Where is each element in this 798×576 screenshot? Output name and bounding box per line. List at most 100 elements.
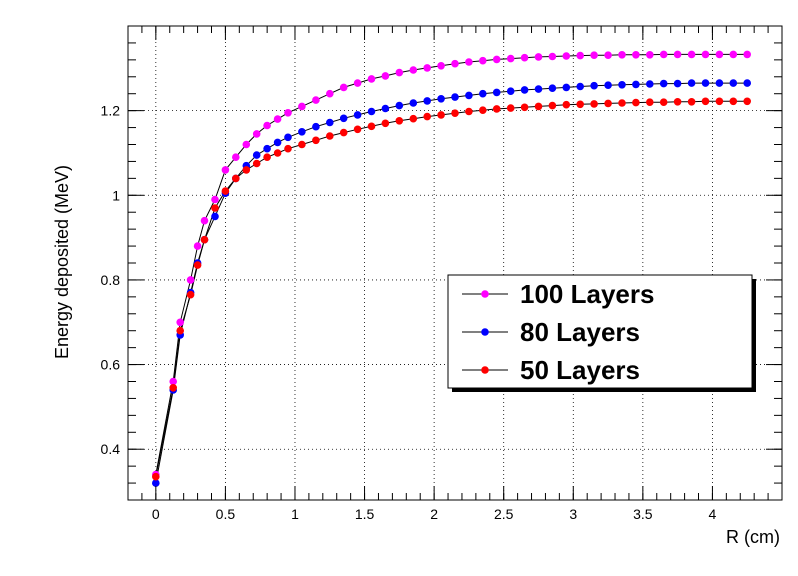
data-point [562,100,571,109]
data-point [367,75,376,83]
data-point [618,51,626,59]
data-point [273,149,282,157]
y-tick-label: 1 [112,187,120,203]
y-axis-ticks: 0.4 0.6 0.8 1 1.2 [101,25,782,501]
data-point [576,51,584,60]
data-point [534,85,543,93]
data-point [576,82,584,91]
data-point [465,58,473,66]
data-point [492,88,501,97]
data-point [367,122,376,131]
data-point [562,52,571,60]
data-point [659,79,668,88]
data-point [252,151,261,159]
data-point [632,80,640,89]
data-point [367,107,376,116]
data-point [353,79,362,87]
x-tick-label: 4 [709,506,717,522]
data-point [520,103,529,112]
data-point [312,96,320,104]
data-point [252,159,261,168]
data-point [200,235,209,244]
data-point [534,102,543,111]
data-point [273,138,282,147]
legend-marker [481,328,489,336]
data-point [618,99,626,107]
data-point [590,51,598,59]
y-tick-label: 0.8 [101,272,121,288]
data-point [221,166,230,174]
data-point [211,204,219,212]
data-point [451,59,459,68]
data-point [492,105,501,113]
x-tick-label: 0.5 [216,506,236,522]
data-point [465,91,473,100]
data-point [729,79,738,87]
data-point [715,79,724,87]
data-point [687,98,696,106]
x-tick-label: 1.5 [355,506,375,522]
data-point [562,83,571,92]
data-point [506,54,515,63]
y-tick-label: 0.4 [101,441,121,457]
data-point [221,187,230,195]
data-point [193,261,202,269]
data-point [701,50,710,59]
data-point [590,100,598,108]
y-tick-label: 0.6 [101,357,121,373]
data-point [687,79,696,87]
data-point [353,111,362,119]
data-point [252,130,261,138]
data-point [298,128,306,136]
data-point [437,111,445,119]
data-point [590,81,598,90]
data-point [576,100,584,109]
data-point [715,50,724,59]
data-point [284,109,292,117]
data-point [604,99,612,108]
y-axis-label: Energy deposited (MeV) [52,165,72,359]
data-point [263,121,271,130]
data-point [548,101,557,110]
data-point [687,50,696,59]
data-point [395,68,404,77]
data-point [395,101,404,110]
data-point [479,89,487,98]
data-point [548,52,557,61]
data-point [451,109,459,117]
data-point [409,114,418,123]
data-point [211,195,219,204]
data-point [492,55,501,64]
data-point [186,276,195,284]
x-tick-label: 3 [569,506,577,522]
data-point [193,242,202,250]
data-point [534,53,543,61]
data-point [339,83,348,92]
data-point [232,174,240,183]
data-point [479,56,487,65]
data-point [353,125,362,134]
data-point [743,50,751,59]
data-point [242,166,251,174]
data-point [729,97,738,106]
data-point [326,132,334,140]
data-point [395,117,404,125]
data-point [479,106,487,114]
data-point [632,98,640,107]
data-point [298,140,306,149]
data-point [673,98,682,106]
data-point [520,86,529,94]
series-points [152,50,751,487]
data-point [548,84,557,92]
data-point [176,318,184,327]
data-point [618,81,626,89]
y-tick-label: 1.2 [101,103,121,119]
data-point [284,133,292,142]
data-point [423,112,432,121]
data-point [659,50,668,59]
legend-label: 80 Layers [520,317,640,347]
legend: 100 Layers 80 Layers 50 Layers [447,274,756,392]
data-point [646,80,654,88]
data-point [701,97,710,106]
data-point [673,79,682,88]
